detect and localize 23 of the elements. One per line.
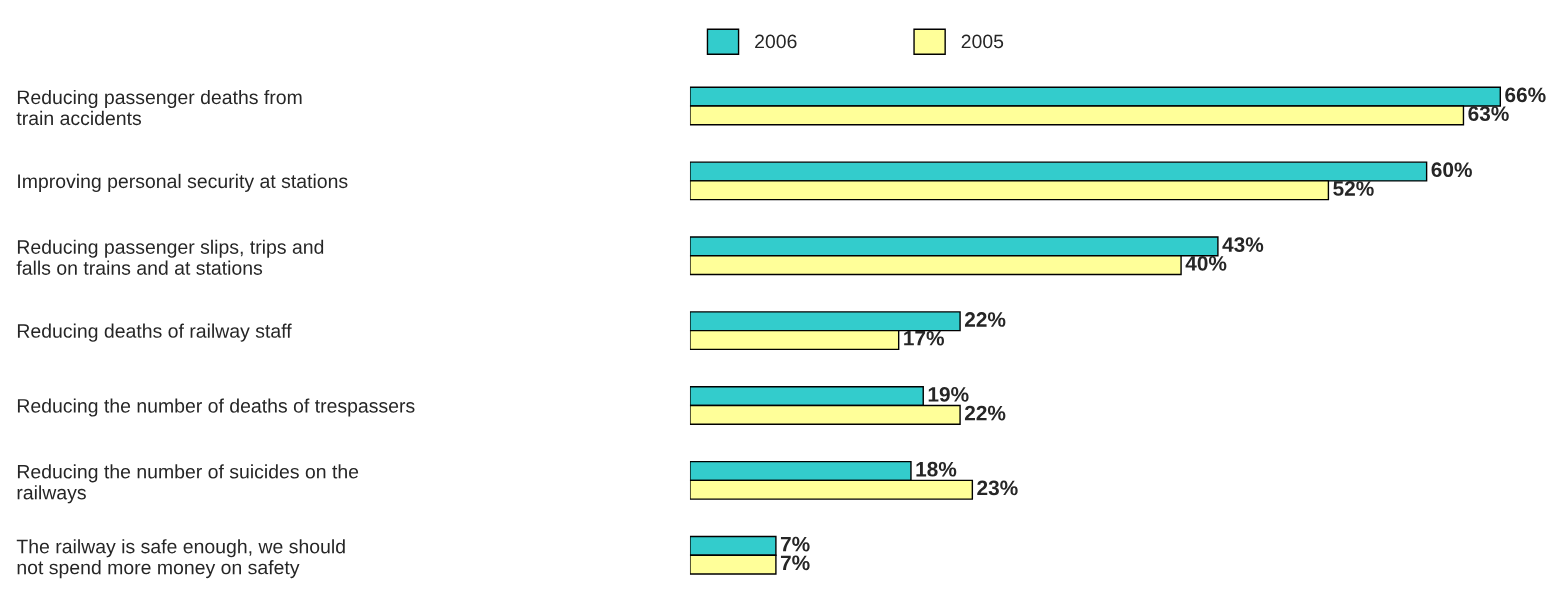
data-label: 22% [964, 405, 1006, 421]
data-label: 18% [916, 461, 957, 477]
data-label: 17% [904, 330, 944, 346]
data-label: 40% [1185, 255, 1227, 271]
legend-label: 2005 [961, 34, 1004, 49]
data-label: 23% [977, 480, 1018, 496]
data-label: 22% [964, 312, 1006, 327]
data-label: 63% [1468, 106, 1509, 121]
y-tick-label: Reducing the number of deaths of trespassers [17, 398, 415, 417]
data-label: 43% [1222, 237, 1264, 253]
y-tick-label: Reducing passenger deaths from train accidents [16, 89, 302, 126]
y-tick-label: Reducing the number of suicides on the railways [17, 464, 359, 504]
legend-label: 2006 [755, 34, 797, 49]
data-label: 60% [1431, 162, 1472, 178]
y-tick-label: Improving personal security at stations [18, 173, 348, 192]
y-tick-label: The railway is safe enough, we should not spend more money on safety [16, 539, 345, 579]
data-label: 19% [928, 386, 969, 402]
data-label: 52% [1333, 181, 1374, 196]
y-tick-label: Reducing deaths of railway staff [17, 323, 292, 342]
y-tick-label: Reducing passenger slips, trips and falls on trains and at stations [16, 239, 324, 275]
data-label: 66% [1505, 87, 1546, 103]
data-label: 7% [780, 536, 810, 552]
data-label: 7% [780, 555, 810, 571]
